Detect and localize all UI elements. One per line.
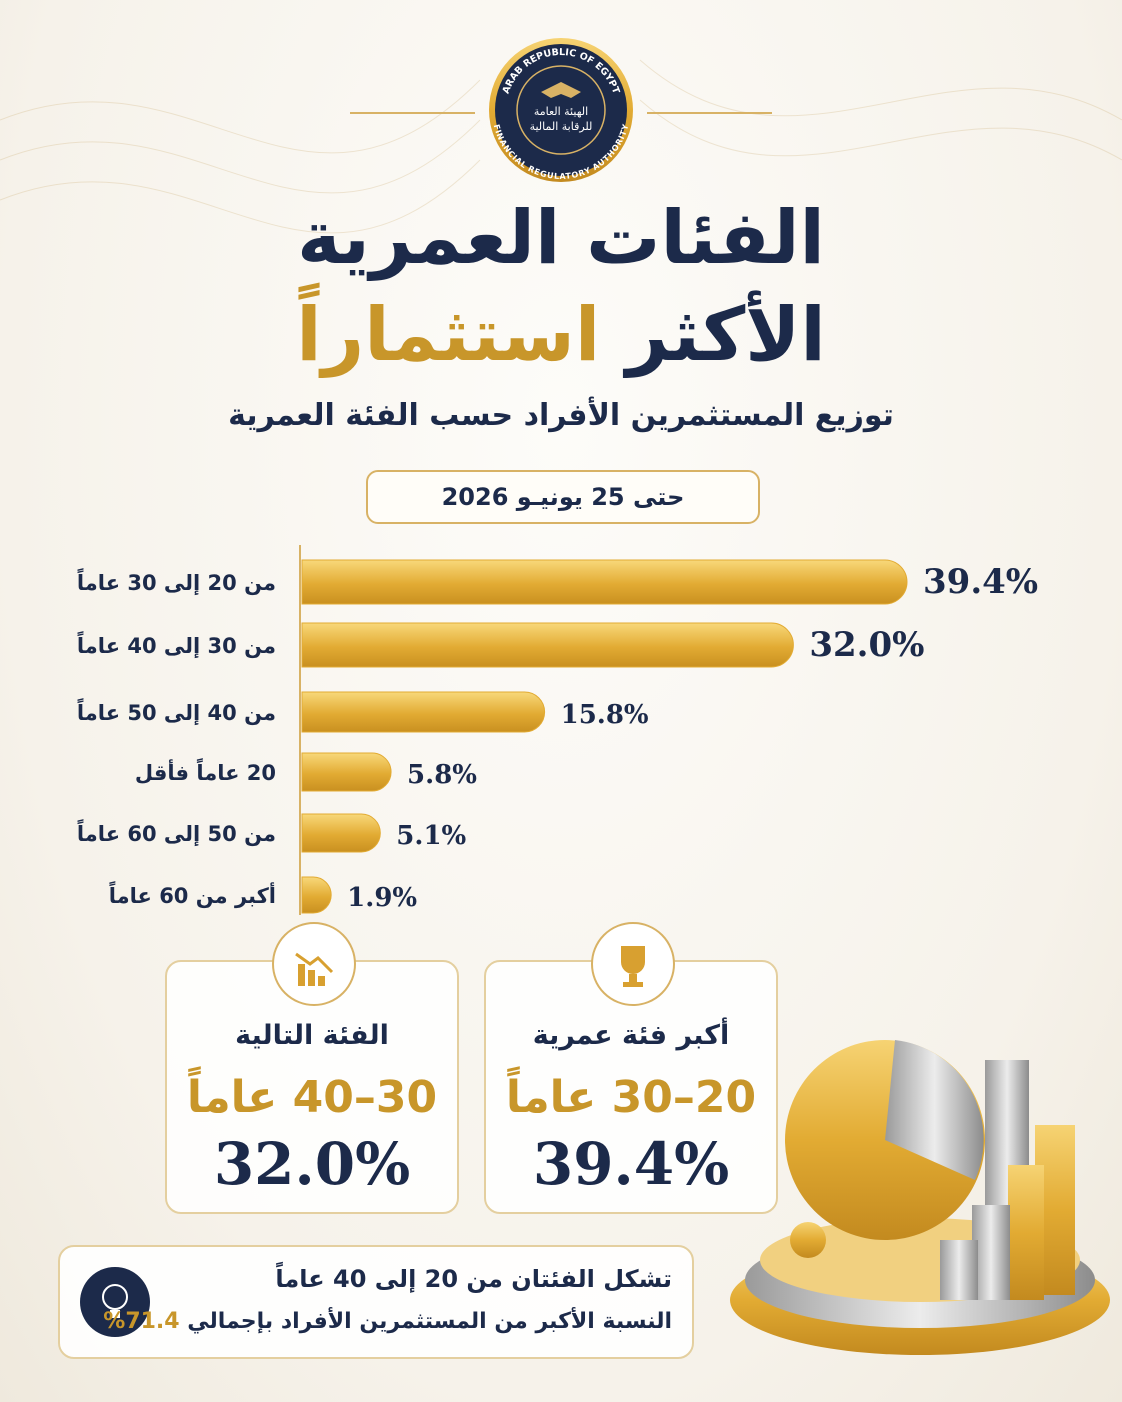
logo-arabic: للرقابة المالية	[530, 120, 593, 133]
bar	[301, 752, 392, 792]
card-title: الفئة التالية	[235, 1020, 389, 1051]
title-part: الأكثر	[625, 292, 826, 378]
value-label: 1.9%	[347, 883, 417, 913]
chart: من 20 إلى 30 عاماً 39.4% من 30 إلى 40 عاما…	[77, 545, 1038, 915]
card-range: 30–40 عاماً	[186, 1072, 438, 1123]
bar	[301, 813, 381, 853]
bar	[301, 691, 546, 733]
title: الفئات العمرية	[297, 195, 825, 281]
pie-illustration	[730, 1040, 1110, 1355]
note-highlight: 71.4%	[103, 1309, 180, 1334]
note-line: النسبة الأكبر من المستثمرين الأفراد بإجم…	[95, 1309, 672, 1334]
title-highlight: استثماراً	[296, 292, 601, 378]
category-label: من 20 إلى 30 عاماً	[77, 567, 276, 595]
subtitle: توزيع المستثمرين الأفراد حسب الفئة العمر…	[228, 398, 894, 433]
date-badge: حتى 25 يونيـو 2026	[366, 470, 760, 524]
category-label: أكبر من 60 عاماً	[109, 880, 276, 908]
value-label: 5.8%	[407, 760, 477, 790]
chart-icon	[272, 922, 356, 1006]
card: الفئة التالية 30–40 عاماً 32.0%	[165, 922, 459, 1214]
card-range: 20–30 عاماً	[505, 1072, 757, 1123]
value-label: 32.0%	[809, 625, 924, 665]
note-end: .	[94, 1309, 104, 1334]
category-label: من 50 إلى 60 عاماً	[77, 818, 276, 846]
card: أكبر فئة عمرية 20–30 عاماً 39.4%	[484, 922, 778, 1214]
card-value: 32.0%	[213, 1130, 411, 1198]
value-label: 15.8%	[561, 700, 649, 730]
category-label: من 40 إلى 50 عاماً	[77, 697, 276, 725]
bulb-icon	[80, 1267, 150, 1337]
category-label: من 30 إلى 40 عاماً	[77, 630, 276, 658]
logo-eagle	[541, 82, 581, 98]
bar	[301, 876, 332, 914]
note-box: تشكل الفئتان من 20 إلى 40 عاماً النسبة ا…	[58, 1245, 694, 1359]
card-title: أكبر فئة عمرية	[532, 1020, 730, 1051]
bar	[301, 559, 908, 605]
background-waves	[0, 59, 1122, 234]
value-label: 39.4%	[923, 562, 1038, 602]
title: الأكثر استثماراً	[0, 292, 1122, 378]
note-text: النسبة الأكبر من المستثمرين الأفراد بإجم…	[187, 1309, 672, 1334]
trophy-icon	[591, 922, 675, 1006]
category-label: 20 عاماً فأقل	[135, 757, 276, 785]
value-label: 5.1%	[396, 821, 466, 851]
card-value: 39.4%	[532, 1130, 730, 1198]
bar	[301, 622, 794, 668]
note-line: تشكل الفئتان من 20 إلى 40 عاماً	[275, 1265, 672, 1293]
logo-arabic: الهيئة العامة	[534, 105, 588, 118]
logo-inner	[516, 65, 606, 155]
logo-disc	[495, 44, 627, 176]
